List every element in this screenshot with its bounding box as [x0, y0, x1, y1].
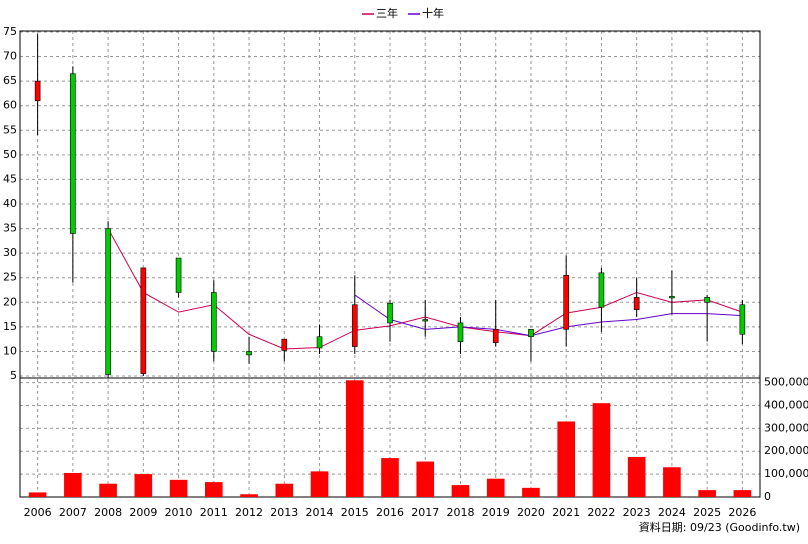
volume-bar — [169, 479, 188, 497]
x-tick-label: 2015 — [341, 506, 369, 519]
y2-tick-label: 500,000 — [764, 376, 808, 389]
volume-bar — [486, 478, 505, 497]
volume-bar — [381, 458, 399, 497]
x-tick-label: 2019 — [482, 506, 510, 519]
x-tick-label: 2014 — [306, 506, 334, 519]
x-tick-label: 2006 — [24, 506, 52, 519]
x-tick-label: 2025 — [693, 506, 721, 519]
candle-body — [34, 80, 41, 102]
y-tick-label: 60 — [3, 99, 17, 112]
x-tick-label: 2012 — [235, 506, 263, 519]
candle-body — [528, 329, 534, 338]
y-tick-label: 55 — [3, 123, 17, 136]
candle-body — [140, 267, 147, 374]
y-tick-label: 40 — [3, 197, 17, 210]
candle-body — [175, 257, 182, 293]
y2-tick-label: 300,000 — [764, 421, 808, 434]
x-tick-label: 2013 — [270, 506, 298, 519]
volume-bar — [698, 490, 716, 497]
volume-bar — [205, 482, 223, 497]
volume-bar — [522, 487, 540, 497]
volume-bar — [663, 467, 681, 497]
volume-bar — [451, 485, 470, 497]
x-tick-label: 2018 — [446, 506, 474, 519]
volume-bar — [345, 380, 364, 497]
volume-bar — [557, 421, 575, 497]
candle-body — [387, 302, 393, 324]
candle-body — [457, 322, 464, 342]
volume-bar — [240, 494, 258, 497]
volume-bar — [592, 403, 611, 497]
candle-body — [316, 336, 323, 349]
x-tick-label: 2008 — [94, 506, 122, 519]
candle-body — [70, 73, 76, 234]
volume-bar — [310, 471, 329, 497]
y-tick-label: 45 — [3, 172, 17, 185]
volume-bar — [64, 472, 82, 497]
ma-line — [354, 294, 743, 337]
y2-tick-label: 0 — [764, 490, 771, 503]
candle-body — [246, 351, 252, 356]
volume-bar — [99, 483, 117, 497]
x-tick-label: 2020 — [517, 506, 545, 519]
candle-body — [492, 329, 499, 343]
y-tick-label: 15 — [3, 320, 17, 333]
candle-body — [422, 319, 429, 322]
candle-body — [704, 297, 710, 303]
volume-bar — [416, 461, 435, 497]
candle-body — [563, 274, 569, 330]
y-tick-label: 50 — [3, 148, 17, 161]
x-tick-label: 2010 — [165, 506, 193, 519]
x-tick-label: 2016 — [376, 506, 404, 519]
y-tick-label: 30 — [3, 246, 17, 259]
volume-bar — [28, 492, 47, 497]
candle-body — [633, 297, 640, 310]
y2-tick-label: 200,000 — [764, 444, 808, 457]
x-tick-label: 2023 — [623, 506, 651, 519]
volume-bar — [134, 474, 153, 497]
candle-body — [351, 304, 358, 347]
x-tick-label: 2009 — [129, 506, 157, 519]
candle-body — [281, 338, 288, 351]
candle-body — [598, 272, 605, 308]
y-tick-label: 65 — [3, 74, 17, 87]
x-tick-label: 2007 — [59, 506, 87, 519]
y2-tick-label: 100,000 — [764, 467, 808, 480]
volume-bar — [275, 483, 294, 497]
x-tick-label: 2021 — [552, 506, 580, 519]
x-tick-label: 2017 — [411, 506, 439, 519]
y-tick-label: 70 — [3, 50, 17, 63]
y-tick-label: 10 — [3, 344, 17, 357]
x-tick-label: 2024 — [658, 506, 686, 519]
volume-bar — [733, 490, 752, 497]
x-tick-label: 2022 — [587, 506, 615, 519]
x-tick-label: 2011 — [200, 506, 228, 519]
candle-body — [739, 304, 746, 335]
candle-body — [105, 228, 111, 375]
y-tick-label: 75 — [3, 25, 17, 38]
y-tick-label: 20 — [3, 295, 17, 308]
x-tick-label: 2026 — [728, 506, 756, 519]
y-tick-label: 5 — [10, 369, 17, 382]
y-tick-label: 25 — [3, 271, 17, 284]
legend-label: 三年 — [376, 6, 398, 20]
candle-body — [211, 292, 217, 352]
volume-bar — [627, 456, 646, 497]
candle-body — [669, 296, 675, 299]
y-tick-label: 35 — [3, 222, 17, 235]
footer: 資料日期: 09/23 (Goodinfo.tw) — [639, 520, 800, 534]
y2-tick-label: 400,000 — [764, 398, 808, 411]
legend-label: 十年 — [422, 6, 444, 20]
